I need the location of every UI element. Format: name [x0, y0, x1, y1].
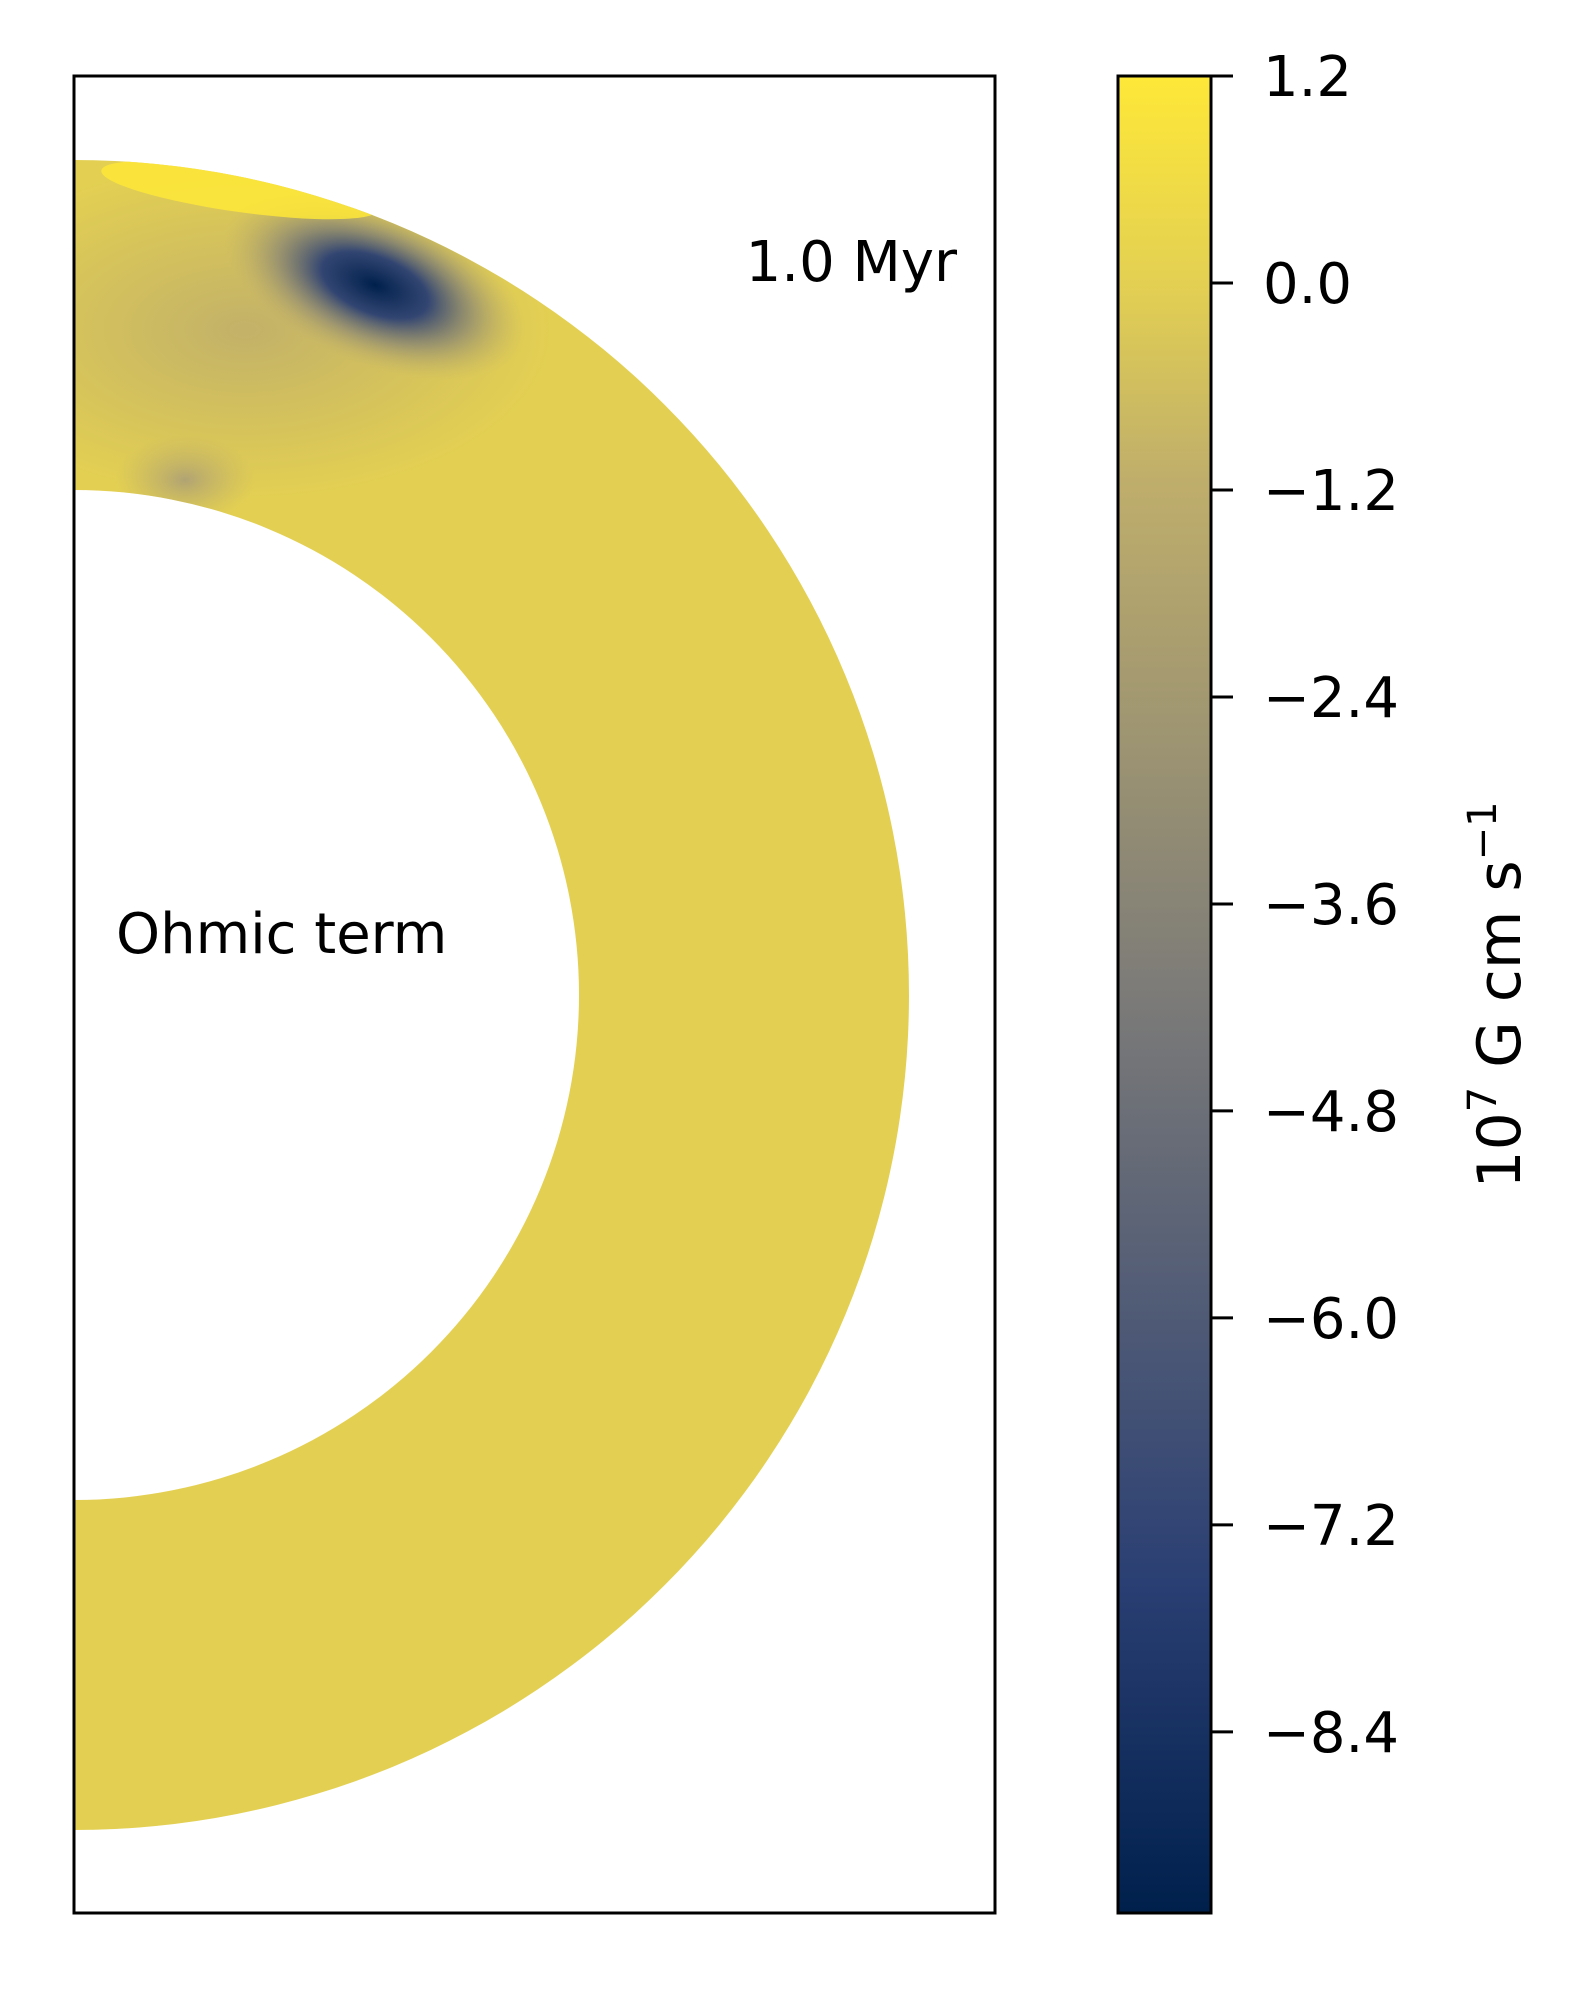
time-label: 1.0 Myr — [746, 230, 958, 295]
colorbar-label-unit-exp: −1 — [1460, 801, 1506, 860]
colorbar-label-exp: 7 — [1460, 1087, 1506, 1112]
field-features — [74, 160, 555, 525]
colorbar-tick-label: −6.0 — [1263, 1287, 1399, 1352]
colorbar-tick-label: −4.8 — [1263, 1080, 1399, 1145]
field-maximum-rim — [101, 160, 379, 220]
term-label: Ohmic term — [116, 902, 447, 967]
colorbar-tick-label: −3.6 — [1263, 873, 1399, 938]
colorbar-label-base: 10 — [1465, 1112, 1535, 1188]
colorbar-tick-label: −8.4 — [1263, 1701, 1399, 1766]
colorbar-tick-label: −7.2 — [1263, 1494, 1399, 1559]
colorbar-gradient — [1116, 74, 1213, 1915]
colorbar-tick-label: 0.0 — [1263, 252, 1352, 317]
colorbar: 1.2 0.0 −1.2 −2.4 −3.6 −4.8 −6.0 −7.2 −8.4 107 G… — [1116, 45, 1535, 1915]
colorbar-label-unit: G cm s — [1465, 860, 1535, 1086]
crust-shell — [74, 160, 909, 1830]
main-panel: 1.0 Myr Ohmic term — [72, 74, 997, 1915]
colorbar-tick-label: −2.4 — [1263, 666, 1399, 731]
colorbar-label: 107 G cm s−1 — [1460, 801, 1535, 1188]
colorbar-ticks: 1.2 0.0 −1.2 −2.4 −3.6 −4.8 −6.0 −7.2 −8.4 — [1211, 45, 1399, 1766]
colorbar-tick-label: −1.2 — [1263, 459, 1399, 524]
panel-frame — [72, 74, 997, 1915]
weak-negative-spot — [115, 435, 255, 525]
colorbar-tick-label: 1.2 — [1263, 45, 1352, 110]
